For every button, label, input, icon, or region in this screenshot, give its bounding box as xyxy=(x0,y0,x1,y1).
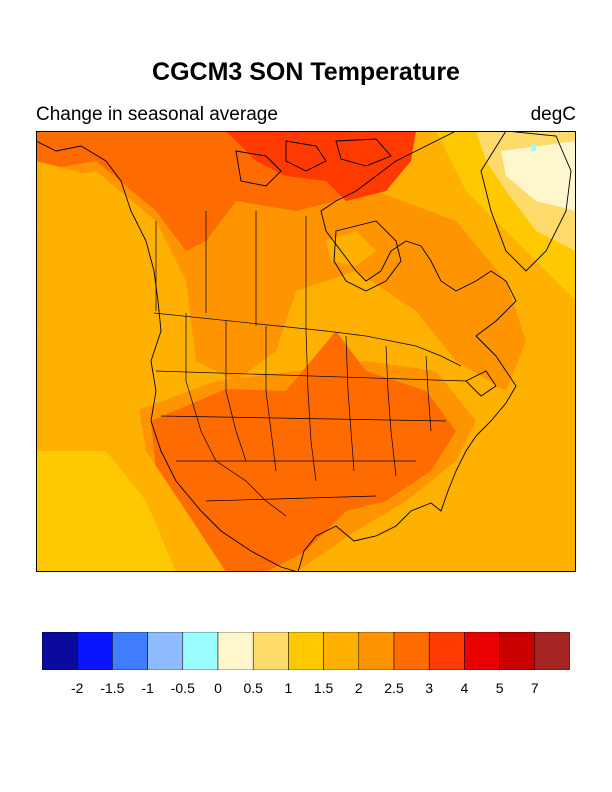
map-frame xyxy=(36,131,576,572)
map-subtitle: Change in seasonal average xyxy=(36,104,278,125)
colorbar-tick-label: 7 xyxy=(530,680,539,696)
colorbar-tick-label: -2 xyxy=(70,680,84,696)
colorbar-swatch xyxy=(534,632,570,670)
colorbar-swatch xyxy=(358,632,395,670)
coastlines xyxy=(36,131,572,572)
colorbar-swatch xyxy=(323,632,360,670)
colorbar-tick-label: 2 xyxy=(354,680,363,696)
colorbar-swatch xyxy=(252,632,289,670)
colorbar-swatch xyxy=(288,632,324,670)
colorbar-swatch xyxy=(76,632,113,670)
colorbar-tick-labels: -2 -1.5 -1 -0.5 0 0.5 1 1.5 2 2.5 3 4 5 7 xyxy=(42,680,570,700)
colorbar-tick-label: 0.5 xyxy=(243,680,263,696)
colorbar-tick-label: 4 xyxy=(460,680,469,696)
field-1.5-2-pacific-north xyxy=(36,161,106,231)
temperature-map xyxy=(36,131,576,572)
field-1-1.5-pacific xyxy=(36,451,176,572)
colorbar-swatch xyxy=(217,632,254,670)
colorbar-swatch xyxy=(393,632,430,670)
colorbar-tick-label: -1.5 xyxy=(100,680,125,696)
colorbar-swatch xyxy=(147,632,184,670)
colorbar xyxy=(42,632,570,670)
colorbar-tick-label: -0.5 xyxy=(170,680,195,696)
political-boundaries xyxy=(153,211,467,517)
field-3-4-arctic xyxy=(226,131,416,201)
colorbar-tick-label: -1 xyxy=(141,680,154,696)
colorbar-swatch xyxy=(499,632,536,670)
colorbar-tick-label: 2.5 xyxy=(384,680,404,696)
field-2.5-3-us xyxy=(151,331,456,572)
colorbar-tick-label: 1 xyxy=(284,680,293,696)
colorbar-tick-label: 1.5 xyxy=(313,680,334,696)
colorbar-swatch xyxy=(182,632,219,670)
colorbar-swatch xyxy=(42,632,78,670)
field-1.5-2-atlantic xyxy=(336,411,576,572)
map-title: CGCM3 SON Temperature xyxy=(152,58,460,86)
field-1.5-2-hudson xyxy=(326,231,376,266)
colorbar-swatch xyxy=(464,632,500,670)
field-below-0 xyxy=(531,143,536,151)
colorbar-tick-label: 0 xyxy=(214,680,222,696)
colorbar-swatch xyxy=(112,632,148,670)
units-label: degC xyxy=(530,104,576,125)
colorbar-tick-label: 5 xyxy=(495,680,504,696)
field-0-0.5-greenland xyxy=(501,141,576,211)
colorbar-tick-label: 3 xyxy=(425,680,434,696)
colorbar-swatch xyxy=(428,632,465,670)
